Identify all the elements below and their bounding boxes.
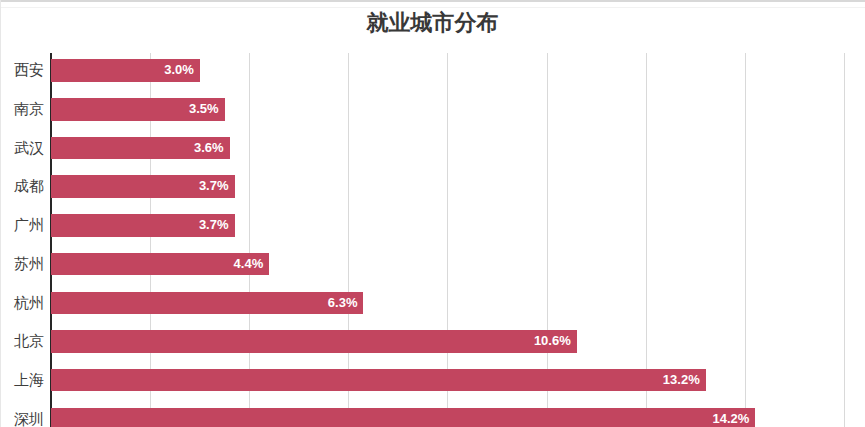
value-label: 3.7% <box>51 214 229 237</box>
value-label: 13.2% <box>51 369 700 392</box>
value-label: 6.3% <box>51 292 357 315</box>
value-label: 3.6% <box>51 137 224 160</box>
category-label: 成都 <box>0 175 44 198</box>
category-label: 广州 <box>0 214 44 237</box>
category-label: 上海 <box>0 369 44 392</box>
category-label: 南京 <box>0 98 44 121</box>
value-label: 3.7% <box>51 175 229 198</box>
category-label: 武汉 <box>0 137 44 160</box>
chart-title: 就业城市分布 <box>0 8 865 38</box>
gridline <box>844 53 845 427</box>
gridline <box>745 53 746 427</box>
value-label: 10.6% <box>51 330 571 353</box>
value-label: 3.0% <box>51 59 194 82</box>
value-label: 14.2% <box>51 408 749 427</box>
category-label: 深圳 <box>0 408 44 427</box>
value-label: 4.4% <box>51 253 263 276</box>
chart-top-border <box>0 0 865 2</box>
category-label: 北京 <box>0 330 44 353</box>
category-label: 杭州 <box>0 292 44 315</box>
category-label: 西安 <box>0 59 44 82</box>
value-label: 3.5% <box>51 98 219 121</box>
category-label: 苏州 <box>0 253 44 276</box>
